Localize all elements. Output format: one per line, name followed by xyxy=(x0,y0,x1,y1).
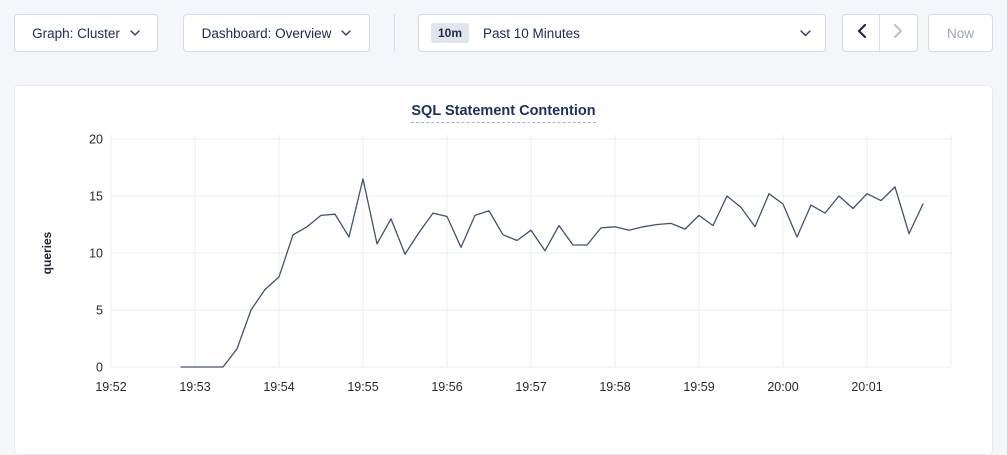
svg-text:0: 0 xyxy=(96,361,103,375)
chart-panel: SQL Statement Contention 0 5 10 15 20 19:52 19… xyxy=(14,85,993,455)
now-button-label: Now xyxy=(946,25,974,41)
svg-text:5: 5 xyxy=(96,304,103,318)
next-range-button[interactable] xyxy=(880,15,917,51)
chart-title[interactable]: SQL Statement Contention xyxy=(411,102,596,123)
svg-text:19:57: 19:57 xyxy=(515,380,546,394)
svg-text:19:58: 19:58 xyxy=(599,380,630,394)
svg-text:20:00: 20:00 xyxy=(767,380,798,394)
svg-text:20:01: 20:01 xyxy=(851,380,882,394)
dashboard-dropdown-label: Dashboard: Overview xyxy=(201,25,332,41)
contention-chart-svg: 0 5 10 15 20 19:52 19:53 19:54 19:55 19:56 19:57 19… xyxy=(40,133,952,394)
svg-text:15: 15 xyxy=(89,190,103,204)
svg-text:19:52: 19:52 xyxy=(95,380,126,394)
chevron-right-icon xyxy=(893,23,903,43)
chevron-down-icon xyxy=(800,29,811,37)
svg-text:queries: queries xyxy=(40,231,54,274)
chevron-down-icon xyxy=(130,30,140,36)
svg-text:20: 20 xyxy=(89,133,103,147)
chevron-left-icon xyxy=(857,23,866,43)
chevron-down-icon xyxy=(341,30,352,36)
time-range-select[interactable]: 10m Past 10 Minutes xyxy=(418,14,826,52)
dashboard-dropdown[interactable]: Dashboard: Overview xyxy=(183,14,370,52)
prev-range-button[interactable] xyxy=(843,15,880,51)
time-range-badge: 10m xyxy=(431,23,470,43)
now-button[interactable]: Now xyxy=(928,14,993,52)
svg-text:10: 10 xyxy=(89,247,103,261)
toolbar: Graph: Cluster Dashboard: Overview 10m P… xyxy=(0,0,1007,52)
svg-text:19:53: 19:53 xyxy=(179,380,210,394)
svg-text:19:56: 19:56 xyxy=(431,380,462,394)
toolbar-divider xyxy=(394,14,395,52)
graph-dropdown[interactable]: Graph: Cluster xyxy=(14,14,158,52)
time-range-label: Past 10 Minutes xyxy=(483,25,580,41)
chart-title-wrap: SQL Statement Contention xyxy=(15,102,992,123)
svg-text:19:55: 19:55 xyxy=(347,380,378,394)
svg-text:19:54: 19:54 xyxy=(263,380,294,394)
time-nav-group xyxy=(842,14,918,52)
graph-dropdown-label: Graph: Cluster xyxy=(32,25,120,41)
svg-text:19:59: 19:59 xyxy=(683,380,714,394)
